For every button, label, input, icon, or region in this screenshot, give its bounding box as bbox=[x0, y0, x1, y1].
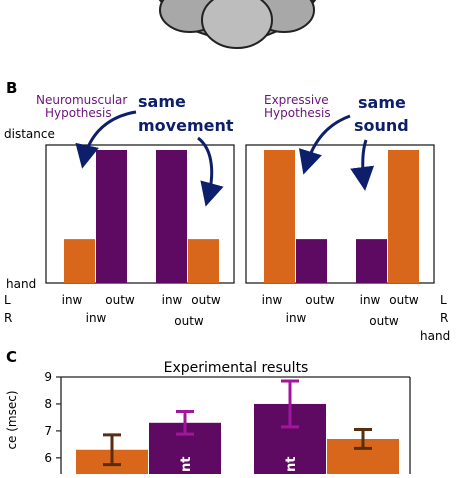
left-bar-2 bbox=[96, 150, 127, 283]
row-label-r-right: R bbox=[440, 311, 448, 325]
left-plot-frame bbox=[45, 144, 235, 284]
chart-c-title: Experimental results bbox=[164, 360, 309, 376]
left-bar-3 bbox=[156, 150, 187, 283]
panel-label-c: C bbox=[6, 348, 17, 366]
right-plot-title-line1: Expressive bbox=[264, 93, 329, 107]
left-r-label-2: outw bbox=[174, 314, 204, 328]
right-r-label-2: outw bbox=[369, 314, 399, 328]
left-arrow-2 bbox=[197, 136, 224, 207]
chart-c-tick-label: 9 bbox=[44, 370, 52, 384]
chart-c-y-ticks: 6 7 8 9 bbox=[44, 370, 61, 465]
left-annotation-line2: movement bbox=[138, 116, 234, 135]
right-l-label-3: inw bbox=[360, 293, 381, 307]
right-annotation-line1: same bbox=[358, 93, 406, 112]
right-plot-title-line2: Hypothesis bbox=[264, 106, 331, 120]
chart-c-tick-label: 8 bbox=[44, 397, 52, 411]
right-annotation-line2: sound bbox=[354, 116, 409, 135]
right-bar-4 bbox=[388, 150, 419, 283]
head-illustration bbox=[158, 0, 317, 49]
row-label-l: L bbox=[4, 293, 11, 307]
right-arrow-2 bbox=[350, 139, 375, 191]
chart-c-tick-label: 7 bbox=[44, 424, 52, 438]
chart-c-bar-inner-label: nt bbox=[179, 457, 194, 472]
left-plot-bars bbox=[64, 150, 219, 283]
y-top-label: distance bbox=[4, 127, 55, 141]
left-plot-title-line1: Neuromuscular bbox=[36, 93, 127, 107]
right-r-label-1: inw bbox=[286, 311, 307, 325]
right-l-label-1: inw bbox=[262, 293, 283, 307]
right-l-label-2: outw bbox=[305, 293, 335, 307]
chart-c-ylabel: ce (msec) bbox=[5, 390, 19, 449]
left-l-label-1: inw bbox=[62, 293, 83, 307]
chart-c-bar-inner-label: nt bbox=[284, 457, 299, 472]
left-bar-4 bbox=[188, 239, 219, 283]
left-l-label-2: outw bbox=[105, 293, 135, 307]
y-bottom-label: hand bbox=[6, 277, 36, 291]
right-bar-2 bbox=[296, 239, 327, 283]
row-label-l-right: L bbox=[440, 293, 447, 307]
left-arrow-1 bbox=[75, 110, 137, 169]
right-plot-frame bbox=[245, 144, 435, 284]
right-bar-1 bbox=[264, 150, 295, 283]
right-bar-3 bbox=[356, 239, 387, 283]
panel-label-b: B bbox=[6, 79, 17, 97]
left-l-label-3: inw bbox=[162, 293, 183, 307]
chart-c-tick-label: 6 bbox=[44, 451, 52, 465]
right-plot-bars bbox=[264, 150, 419, 283]
right-arrow-1 bbox=[298, 114, 351, 175]
left-plot-title-line2: Hypothesis bbox=[45, 106, 112, 120]
left-annotation-line1: same bbox=[138, 92, 186, 111]
chart-c-bars: nt nt bbox=[76, 379, 399, 478]
right-l-label-4: outw bbox=[389, 293, 419, 307]
row-label-hand-right: hand bbox=[420, 329, 450, 343]
left-l-label-4: outw bbox=[191, 293, 221, 307]
row-label-r: R bbox=[4, 311, 12, 325]
left-r-label-1: inw bbox=[86, 311, 107, 325]
left-bar-1 bbox=[64, 239, 95, 283]
